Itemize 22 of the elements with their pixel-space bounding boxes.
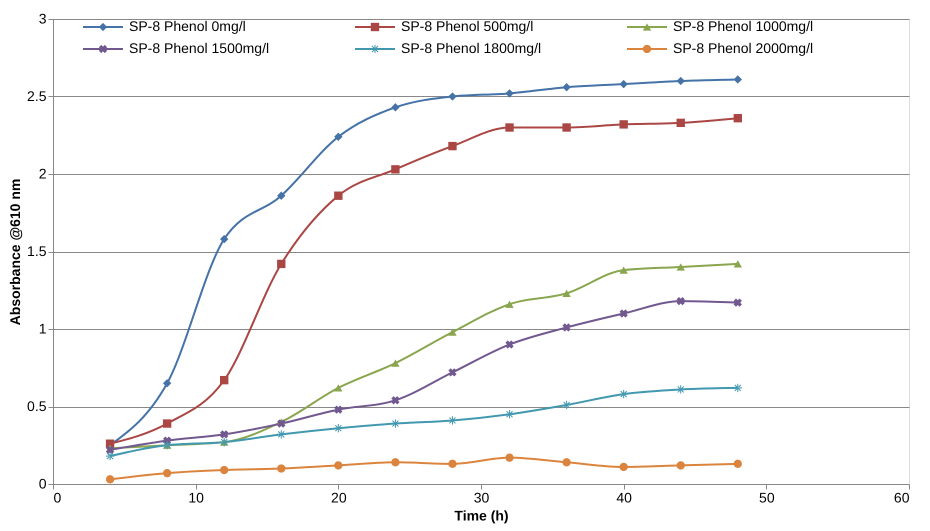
x-tick-label: 60 <box>894 490 910 506</box>
y-tick-label: 3 <box>38 10 47 26</box>
x-tick-label: 50 <box>759 490 775 506</box>
y-axis-title: Absorbance @610 nm <box>7 178 24 326</box>
x-tick-label: 0 <box>54 490 62 506</box>
x-axis-title: Time (h) <box>454 508 509 524</box>
x-tick-label: 10 <box>188 490 204 506</box>
y-tick-label: 2 <box>38 166 47 182</box>
x-tick-label: 40 <box>616 490 632 506</box>
legend-label: SP-8 Phenol 2000mg/l <box>673 40 814 56</box>
y-tick-label: 2.5 <box>27 88 47 104</box>
legend-label: SP-8 Phenol 1000mg/l <box>673 18 814 34</box>
x-tick-label: 20 <box>331 490 347 506</box>
y-tick-label: 1.5 <box>27 243 47 259</box>
x-tick-label: 30 <box>474 490 490 506</box>
y-tick-label: 0.5 <box>27 398 47 414</box>
legend-label: SP-8 Phenol 500mg/l <box>401 18 534 34</box>
legend-label: SP-8 Phenol 0mg/l <box>129 18 246 34</box>
y-tick-label: 1 <box>38 320 47 336</box>
legend-label: SP-8 Phenol 1800mg/l <box>401 40 542 56</box>
legend-label: SP-8 Phenol 1500mg/l <box>129 40 270 56</box>
y-tick-label: 0 <box>38 476 47 492</box>
